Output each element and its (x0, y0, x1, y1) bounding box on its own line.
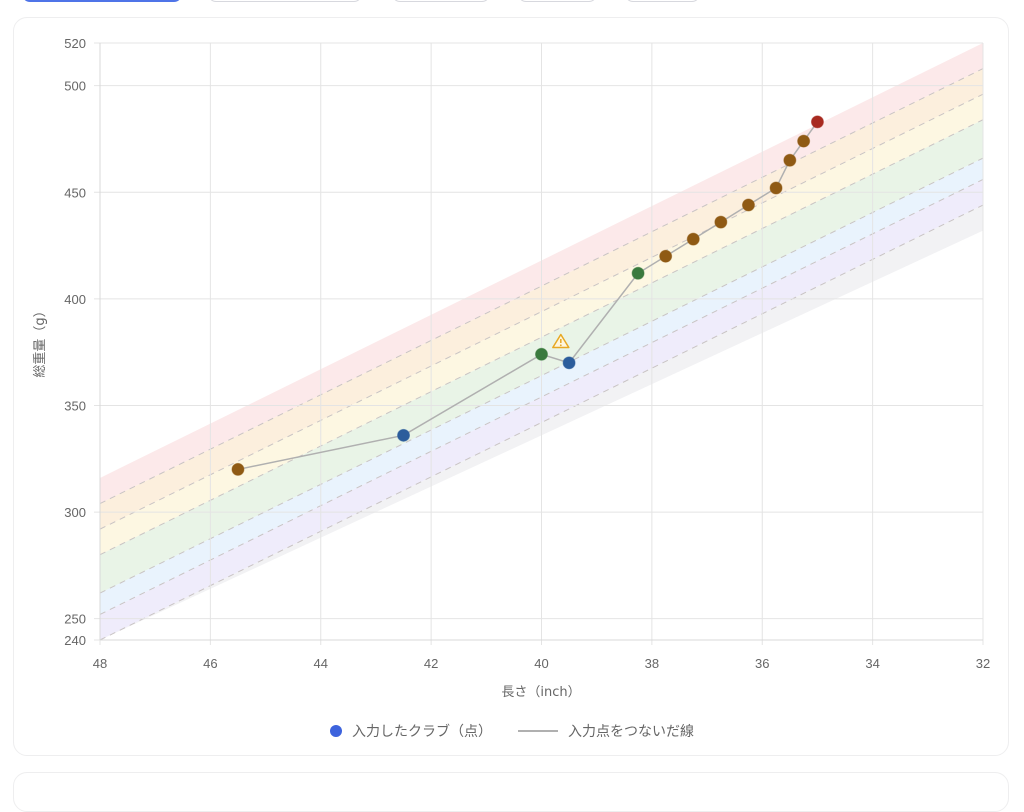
legend-points-label: 入力したクラブ（点） (352, 724, 492, 740)
y-tick-label: 500 (64, 79, 86, 94)
club-point[interactable] (714, 215, 728, 229)
legend-dot-icon (330, 725, 342, 737)
y-tick-label: 250 (64, 612, 86, 627)
y-tick-label: 300 (64, 505, 86, 520)
legend-item-line[interactable]: 入力点をつないだ線 (518, 721, 694, 741)
club-point[interactable] (769, 181, 783, 195)
x-tick-label: 34 (865, 656, 879, 671)
club-points (231, 115, 824, 476)
club-point[interactable] (686, 232, 700, 246)
club-point[interactable] (659, 249, 673, 263)
x-tick-label: 40 (534, 656, 548, 671)
y-tick-label: 450 (64, 185, 86, 200)
club-point[interactable] (783, 153, 797, 167)
chart-legend: 入力したクラブ（点） 入力点をつないだ線 (0, 719, 1024, 743)
club-point[interactable] (397, 428, 411, 442)
club-point[interactable] (231, 462, 245, 476)
club-point[interactable] (562, 356, 576, 370)
legend-line-icon (518, 730, 558, 732)
weight-length-chart: 48 46 44 42 40 38 36 34 32 240 250 300 350 400 450 500 5… (32, 36, 990, 700)
x-tick-label: 36 (755, 656, 769, 671)
y-tick-label: 520 (64, 36, 86, 51)
club-point[interactable] (631, 266, 645, 280)
y-tick-label: 350 (64, 398, 86, 413)
y-tick-label: 240 (64, 633, 86, 648)
club-point[interactable] (810, 115, 824, 129)
legend-item-points[interactable]: 入力したクラブ（点） (330, 721, 492, 741)
legend-line-label: 入力点をつないだ線 (568, 724, 694, 740)
x-tick-label: 42 (424, 656, 438, 671)
x-tick-label: 32 (976, 656, 990, 671)
warning-icon (552, 333, 570, 349)
y-tick-label: 400 (64, 292, 86, 307)
x-tick-label: 38 (645, 656, 659, 671)
y-axis-title: 総重量（g） (32, 304, 48, 377)
club-point[interactable] (797, 134, 811, 148)
x-tick-label: 46 (203, 656, 217, 671)
grid-lines (94, 42, 984, 645)
annotations (552, 333, 570, 349)
tab-bar (0, 0, 1024, 3)
x-axis-title: 長さ（inch） (501, 685, 580, 700)
club-point[interactable] (535, 347, 548, 361)
x-tick-label: 48 (93, 656, 107, 671)
x-tick-label: 44 (314, 656, 328, 671)
axis-ticks: 48 46 44 42 40 38 36 34 32 240 250 300 350 400 450 500 5… (64, 36, 990, 671)
next-card (13, 772, 1009, 812)
club-point[interactable] (741, 198, 755, 212)
